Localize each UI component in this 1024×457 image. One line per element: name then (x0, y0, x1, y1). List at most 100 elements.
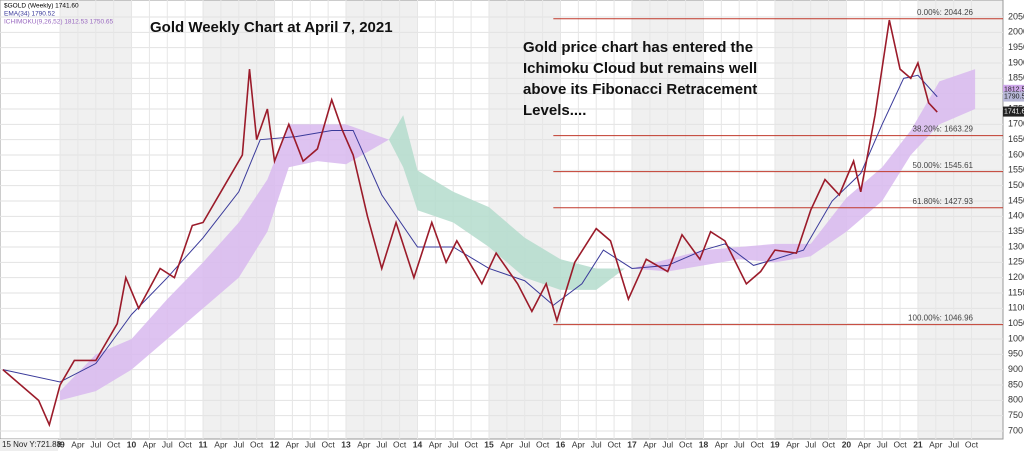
y-tick-label: 850 (1008, 379, 1023, 389)
cursor-label-box (0, 439, 58, 451)
y-tick-label: 1650 (1008, 134, 1024, 144)
price-tag-label: 1812.53 (1004, 87, 1024, 94)
y-tick-label: 1350 (1008, 226, 1024, 236)
annotation-line: above its Fibonacci Retracement (523, 81, 757, 98)
y-tick-label: 1250 (1008, 257, 1024, 267)
x-tick-label: 11 (199, 439, 208, 449)
x-tick-label: Apr (929, 439, 942, 449)
x-tick-label: Oct (250, 439, 264, 449)
chart-title: Gold Weekly Chart at April 7, 2021 (150, 19, 393, 36)
x-tick-label: Jul (305, 439, 316, 449)
x-tick-label: Jul (233, 439, 244, 449)
x-tick-label: Oct (179, 439, 193, 449)
x-tick-label: Oct (607, 439, 621, 449)
x-tick-label: Jul (591, 439, 602, 449)
y-tick-label: 900 (1008, 364, 1023, 374)
x-tick-label: Jul (662, 439, 673, 449)
x-tick-label: Oct (322, 439, 336, 449)
y-tick-label: 1100 (1008, 303, 1024, 313)
series-line (2, 74, 938, 383)
x-tick-label: Apr (214, 439, 227, 449)
fib-label: 38.20%: 1663.29 (913, 125, 974, 134)
y-tick-label: 1950 (1008, 42, 1024, 52)
y-tick-label: 1900 (1008, 57, 1024, 67)
x-tick-label: 20 (842, 439, 852, 449)
x-tick-label: 19 (770, 439, 780, 449)
price-tag-box (1003, 106, 1024, 117)
y-tick-label: 750 (1008, 410, 1023, 420)
x-tick-label: Oct (393, 439, 407, 449)
y-tick-label: 1500 (1008, 180, 1024, 190)
x-tick-label: 14 (413, 439, 423, 449)
x-tick-label: Oct (464, 439, 478, 449)
x-tick-label: Jul (805, 439, 816, 449)
annotation-line: Gold price chart has entered the (523, 39, 753, 56)
x-tick-label: Jul (376, 439, 387, 449)
y-tick-label: 1450 (1008, 195, 1024, 205)
price-tag-box (1003, 84, 1024, 95)
x-tick-label: Oct (750, 439, 764, 449)
annotation-line: Levels.... (523, 102, 586, 119)
y-tick-label: 1300 (1008, 241, 1024, 251)
y-tick-label: 1700 (1008, 119, 1024, 129)
y-tick-label: 1600 (1008, 149, 1024, 159)
legend-entry: $GOLD (Weekly) 1741.60 (4, 3, 79, 10)
price-tag-label: 1790.52 (1004, 93, 1024, 100)
x-tick-label: Apr (715, 439, 728, 449)
x-tick-label: Apr (429, 439, 442, 449)
x-tick-label: Apr (500, 439, 513, 449)
y-tick-label: 800 (1008, 395, 1023, 405)
x-tick-label: Jul (448, 439, 459, 449)
fib-label: 50.00%: 1545.61 (913, 161, 974, 170)
fib-label: 100.00%: 1046.96 (908, 314, 973, 323)
legend-entry: EMA(34) 1790.52 (4, 11, 55, 18)
y-tick-label: 1400 (1008, 211, 1024, 221)
x-tick-label: Oct (822, 439, 836, 449)
x-tick-label: 10 (127, 439, 137, 449)
x-tick-label: Oct (893, 439, 907, 449)
year-band (917, 0, 1003, 439)
y-tick-label: 1550 (1008, 165, 1024, 175)
x-tick-label: Jul (162, 439, 173, 449)
x-tick-label: Apr (643, 439, 656, 449)
price-tag-box (1003, 91, 1024, 102)
y-tick-label: 1200 (1008, 272, 1024, 282)
x-tick-label: Apr (858, 439, 871, 449)
legend-entry: ICHIMOKU(9,26,52) 1812.53 1750.65 (4, 19, 114, 26)
x-tick-label: 16 (556, 439, 566, 449)
x-tick-label: Apr (572, 439, 585, 449)
x-tick-label: 12 (270, 439, 280, 449)
y-tick-label: 1050 (1008, 318, 1024, 328)
annotation-line: Ichimoku Cloud but remains well (523, 60, 757, 77)
x-tick-label: 18 (699, 439, 709, 449)
fib-label: 0.00%: 2044.26 (917, 8, 974, 17)
ichimoku-cloud (631, 69, 976, 272)
x-tick-label: Apr (357, 439, 370, 449)
y-tick-label: 1150 (1008, 287, 1024, 297)
x-tick-label: Apr (786, 439, 799, 449)
x-tick-label: 09 (55, 439, 65, 449)
ichimoku-cloud (388, 115, 625, 290)
price-tag: 1812.53 (1003, 84, 1024, 95)
x-tick-label: Jul (519, 439, 530, 449)
x-tick-label: Apr (143, 439, 156, 449)
x-tick-label: Apr (286, 439, 299, 449)
x-tick-label: Oct (107, 439, 121, 449)
x-tick-label: Apr (71, 439, 84, 449)
ichimoku-cloud (60, 124, 389, 401)
price-tag: 1741.60 (1003, 106, 1024, 117)
x-tick-label: Oct (536, 439, 550, 449)
y-tick-label: 1850 (1008, 73, 1024, 83)
x-tick-label: Oct (965, 439, 979, 449)
x-tick-label: 13 (341, 439, 351, 449)
x-tick-label: Oct (679, 439, 693, 449)
price-tag: 1790.52 (1003, 91, 1024, 102)
x-tick-label: Jul (734, 439, 745, 449)
x-tick-label: 15 (484, 439, 494, 449)
fib-label: 61.80%: 1427.93 (913, 197, 974, 206)
cursor-label: 15 Nov Y:721.88 (2, 440, 62, 449)
x-tick-label: 17 (627, 439, 637, 449)
x-tick-label: Jul (90, 439, 101, 449)
